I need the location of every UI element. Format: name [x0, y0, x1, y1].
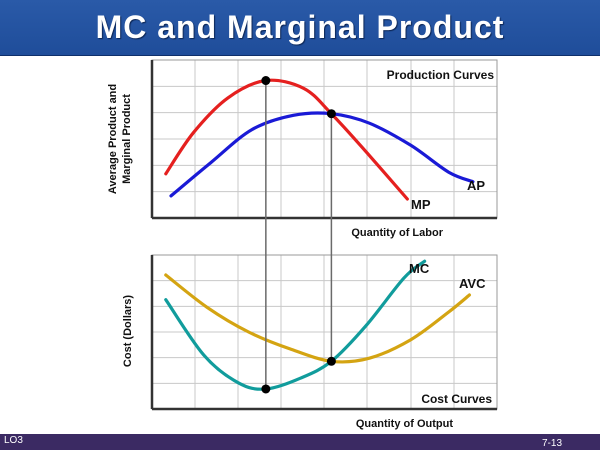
- production-y-axis-label-line-2: Marginal Product: [121, 94, 133, 184]
- series-mp-label: MP: [411, 197, 431, 212]
- title-bar: [0, 0, 600, 56]
- cost-x-axis-label: Quantity of Output: [356, 418, 453, 430]
- production-x-axis-label: Quantity of Labor: [351, 227, 443, 239]
- production-panel-title: Production Curves: [387, 68, 495, 82]
- intersection-marker: [326, 356, 336, 366]
- series-avc-label: AVC: [459, 276, 486, 291]
- series-ap-label: AP: [467, 178, 485, 193]
- intersection-marker: [261, 384, 271, 394]
- production-y-axis-label-line-1: Average Product and: [107, 84, 119, 194]
- intersection-marker: [261, 76, 271, 86]
- intersection-marker: [326, 109, 336, 119]
- series-mp-line: [164, 78, 409, 201]
- series-mc-line: [164, 259, 427, 391]
- cost-panel-title: Cost Curves: [421, 392, 492, 406]
- footer-learning-objective: LO3: [4, 435, 23, 446]
- footer-page-number: 7-13: [541, 438, 562, 449]
- series-mc-label: MC: [409, 261, 430, 276]
- footer-bar: [0, 434, 600, 450]
- slide-title: MC and Marginal Product: [95, 9, 505, 45]
- cost-y-axis-label: Cost (Dollars): [122, 295, 134, 367]
